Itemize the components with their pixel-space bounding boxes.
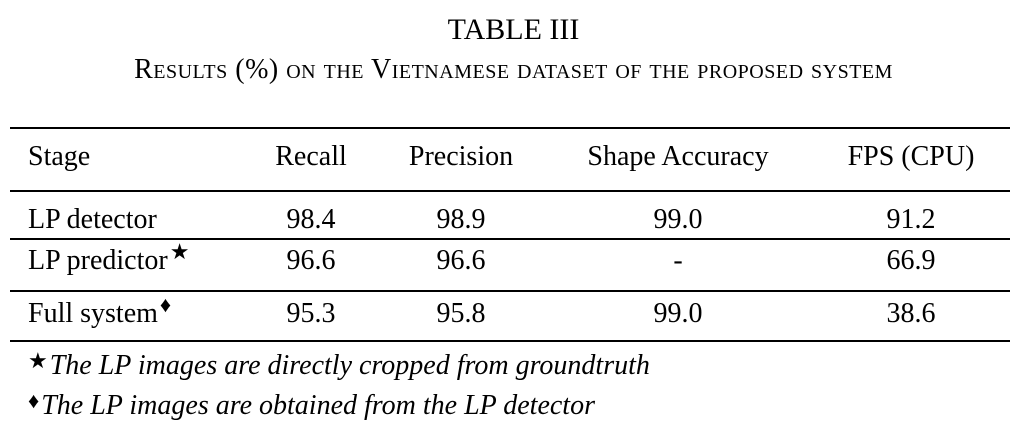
diamond-icon: ♦ <box>28 388 40 413</box>
table-number: TABLE III <box>447 13 580 46</box>
header-shape-accuracy: Shape Accuracy <box>587 141 769 172</box>
table-row-stage: Full system♦ <box>28 292 172 329</box>
header-stage: Stage <box>28 141 91 172</box>
header-fps-cpu: FPS (CPU) <box>847 141 975 172</box>
row-rule <box>10 290 1010 292</box>
header-precision: Precision <box>408 141 514 172</box>
table-row-precision: 96.6 <box>436 245 486 276</box>
table-row-recall: 96.6 <box>286 245 336 276</box>
top-rule <box>10 127 1010 129</box>
table-row-precision: 95.8 <box>436 298 486 329</box>
header-recall: Recall <box>275 141 347 172</box>
table-row-fps: 91.2 <box>886 204 936 235</box>
table-caption: Results (%) on the Vietnamese dataset of… <box>134 54 893 85</box>
footnote-star: ★The LP images are directly cropped from… <box>28 348 650 381</box>
table-row-shape-accuracy: 99.0 <box>653 204 703 235</box>
star-icon: ★ <box>169 239 190 264</box>
header-rule <box>10 190 1010 192</box>
table-row-recall: 98.4 <box>286 204 336 235</box>
table-row-shape-accuracy: 99.0 <box>653 298 703 329</box>
table-row-fps: 38.6 <box>886 298 936 329</box>
bottom-rule <box>10 340 1010 342</box>
table-row-fps: 66.9 <box>886 245 936 276</box>
table-row-shape-accuracy: - <box>673 245 683 276</box>
footnote-diamond: ♦The LP images are obtained from the LP … <box>28 388 595 421</box>
row-rule <box>10 238 1010 240</box>
table-row-stage: LP detector <box>28 204 157 235</box>
diamond-icon: ♦ <box>159 292 172 317</box>
table-row-stage: LP predictor★ <box>28 239 190 276</box>
table-row-precision: 98.9 <box>436 204 486 235</box>
table-row-recall: 95.3 <box>286 298 336 329</box>
star-icon: ★ <box>28 348 48 373</box>
